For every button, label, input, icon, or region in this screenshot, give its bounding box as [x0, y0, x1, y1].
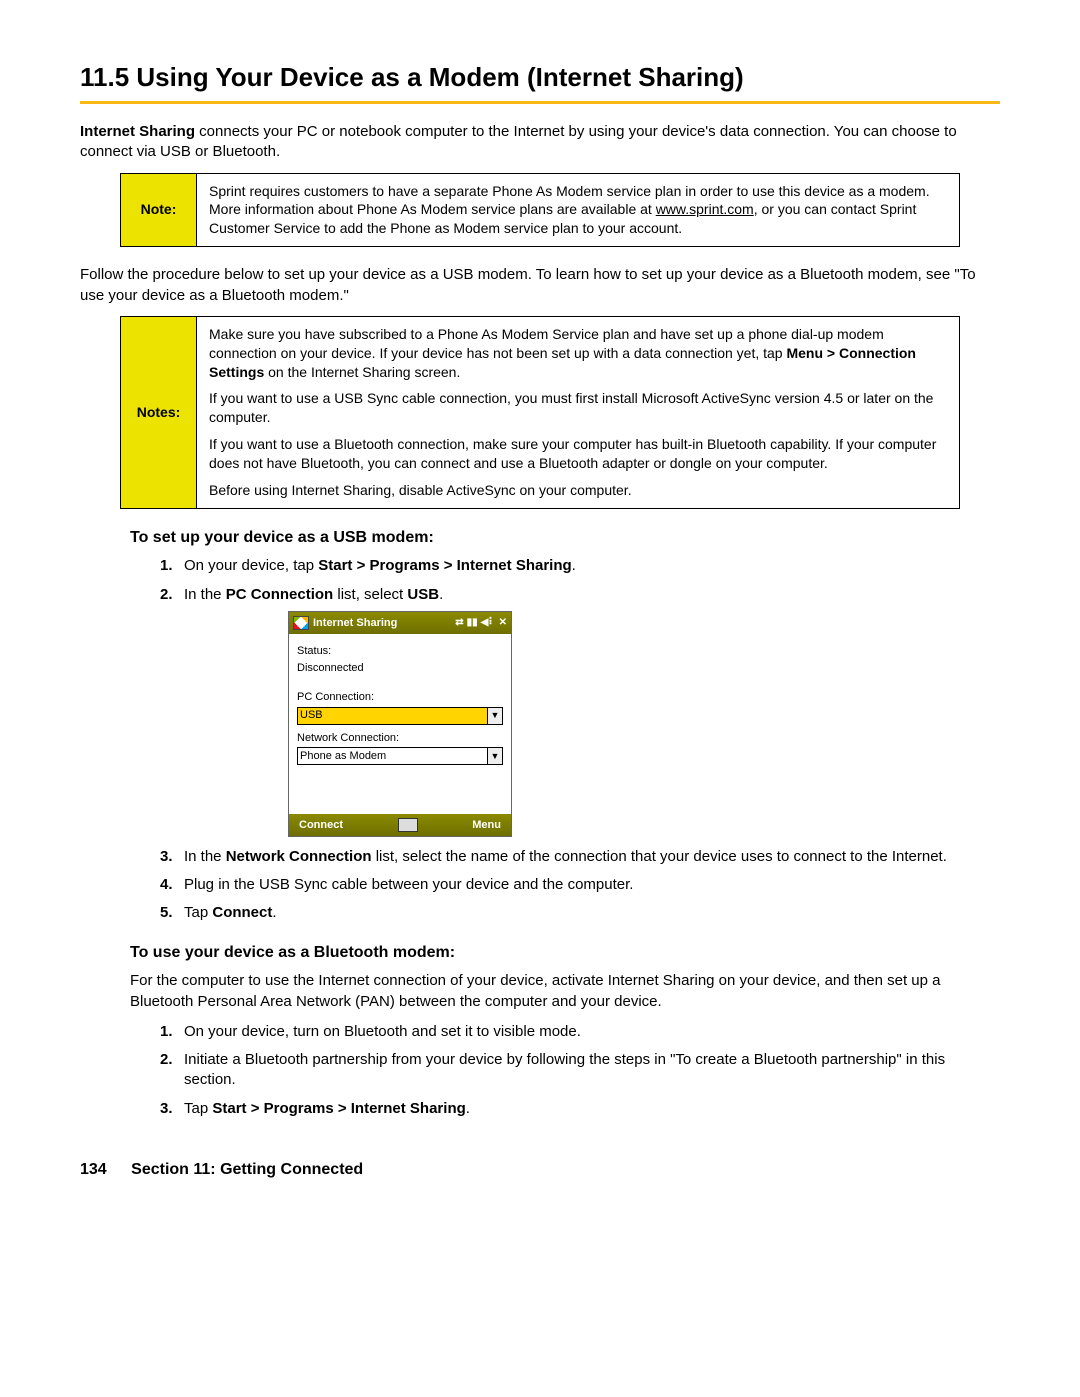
status-value: Disconnected [297, 661, 503, 676]
bt-step-1: On your device, turn on Bluetooth and se… [160, 1022, 1000, 1042]
connect-button[interactable]: Connect [299, 818, 343, 833]
usb-s5a: Tap [184, 904, 212, 921]
page-number: 134 [80, 1161, 107, 1178]
bt-s3bold: Start > Programs > Internet Sharing [212, 1100, 465, 1117]
keyboard-icon[interactable] [398, 818, 418, 832]
note2-p1b: on the Internet Sharing screen. [264, 364, 460, 380]
intro-paragraph: Internet Sharing connects your PC or not… [80, 122, 1000, 163]
usb-s3a: In the [184, 848, 226, 865]
intro-lead-bold: Internet Sharing [80, 123, 195, 140]
note2-p3: If you want to use a Bluetooth connectio… [209, 435, 947, 473]
note-box-1: Note: Sprint requires customers to have … [120, 173, 960, 248]
network-connection-value: Phone as Modem [300, 749, 386, 764]
usb-s1b: . [572, 557, 576, 574]
usb-step-2: In the PC Connection list, select USB. I… [160, 585, 1000, 837]
note2-p4: Before using Internet Sharing, disable A… [209, 481, 947, 500]
network-connection-combo[interactable]: Phone as Modem ▼ [297, 747, 503, 765]
chevron-down-icon[interactable]: ▼ [487, 748, 502, 764]
usb-step-1: On your device, tap Start > Programs > I… [160, 556, 1000, 576]
device-body: Status: Disconnected PC Connection: USB … [289, 634, 511, 814]
device-titlebar: Internet Sharing ⇄ ▮▮ ◀⠇ ✕ [289, 612, 511, 634]
device-bottombar: Connect Menu [289, 814, 511, 836]
menu-button[interactable]: Menu [472, 818, 501, 833]
bt-subheading: To use your device as a Bluetooth modem: [130, 942, 1000, 964]
pc-connection-value: USB [300, 708, 323, 723]
windows-flag-icon [293, 616, 309, 630]
status-label: Status: [297, 644, 503, 659]
section-label: Section 11: Getting Connected [131, 1161, 363, 1178]
note2-p1a: Make sure you have subscribed to a Phone… [209, 326, 884, 361]
pc-connection-combo[interactable]: USB ▼ [297, 707, 503, 725]
note1-link[interactable]: www.sprint.com [656, 201, 754, 217]
chevron-down-icon[interactable]: ▼ [487, 708, 502, 724]
note1-body: Sprint requires customers to have a sepa… [197, 174, 959, 247]
bt-s3a: Tap [184, 1100, 212, 1117]
usb-s2mid: list, select [333, 586, 407, 603]
signal-icon: ▮▮ [467, 616, 478, 630]
bridge-paragraph: Follow the procedure below to set up you… [80, 265, 1000, 306]
sync-icon: ⇄ [455, 616, 463, 630]
usb-s5bold: Connect [212, 904, 272, 921]
heading-rule [80, 101, 1000, 104]
volume-icon: ◀⠇ [481, 616, 496, 630]
note2-label: Notes: [121, 317, 197, 508]
usb-s3bold: Network Connection [226, 848, 372, 865]
note1-label: Note: [121, 174, 197, 247]
usb-s1bold: Start > Programs > Internet Sharing [318, 557, 571, 574]
usb-s1a: On your device, tap [184, 557, 318, 574]
usb-step-4: Plug in the USB Sync cable between your … [160, 875, 1000, 895]
usb-step-3: In the Network Connection list, select t… [160, 847, 1000, 867]
note-box-2: Notes: Make sure you have subscribed to … [120, 316, 960, 509]
section-heading: 11.5 Using Your Device as a Modem (Inter… [80, 60, 1000, 97]
page-footer: 134 Section 11: Getting Connected [80, 1159, 1000, 1181]
usb-s5b: . [272, 904, 276, 921]
bt-step-2: Initiate a Bluetooth partnership from yo… [160, 1050, 1000, 1091]
network-connection-label: Network Connection: [297, 731, 503, 746]
usb-step-5: Tap Connect. [160, 903, 1000, 923]
usb-s3b: list, select the name of the connection … [372, 848, 947, 865]
note2-p2: If you want to use a USB Sync cable conn… [209, 389, 947, 427]
bt-s3b: . [466, 1100, 470, 1117]
close-icon[interactable]: ✕ [499, 616, 507, 630]
usb-s2bold2: USB [407, 586, 439, 603]
bt-steps: On your device, turn on Bluetooth and se… [160, 1022, 1000, 1119]
usb-subheading: To set up your device as a USB modem: [130, 527, 1000, 549]
bt-step-3: Tap Start > Programs > Internet Sharing. [160, 1099, 1000, 1119]
device-title: Internet Sharing [313, 616, 397, 631]
pc-connection-label: PC Connection: [297, 690, 503, 705]
intro-rest: connects your PC or notebook computer to… [80, 123, 957, 160]
bt-intro: For the computer to use the Internet con… [130, 971, 1000, 1012]
device-screenshot: Internet Sharing ⇄ ▮▮ ◀⠇ ✕ Status: Disco… [288, 611, 512, 837]
usb-s2b: . [439, 586, 443, 603]
usb-s2bold1: PC Connection [226, 586, 334, 603]
usb-steps: On your device, tap Start > Programs > I… [160, 556, 1000, 923]
note2-body: Make sure you have subscribed to a Phone… [197, 317, 959, 508]
usb-s2a: In the [184, 586, 226, 603]
